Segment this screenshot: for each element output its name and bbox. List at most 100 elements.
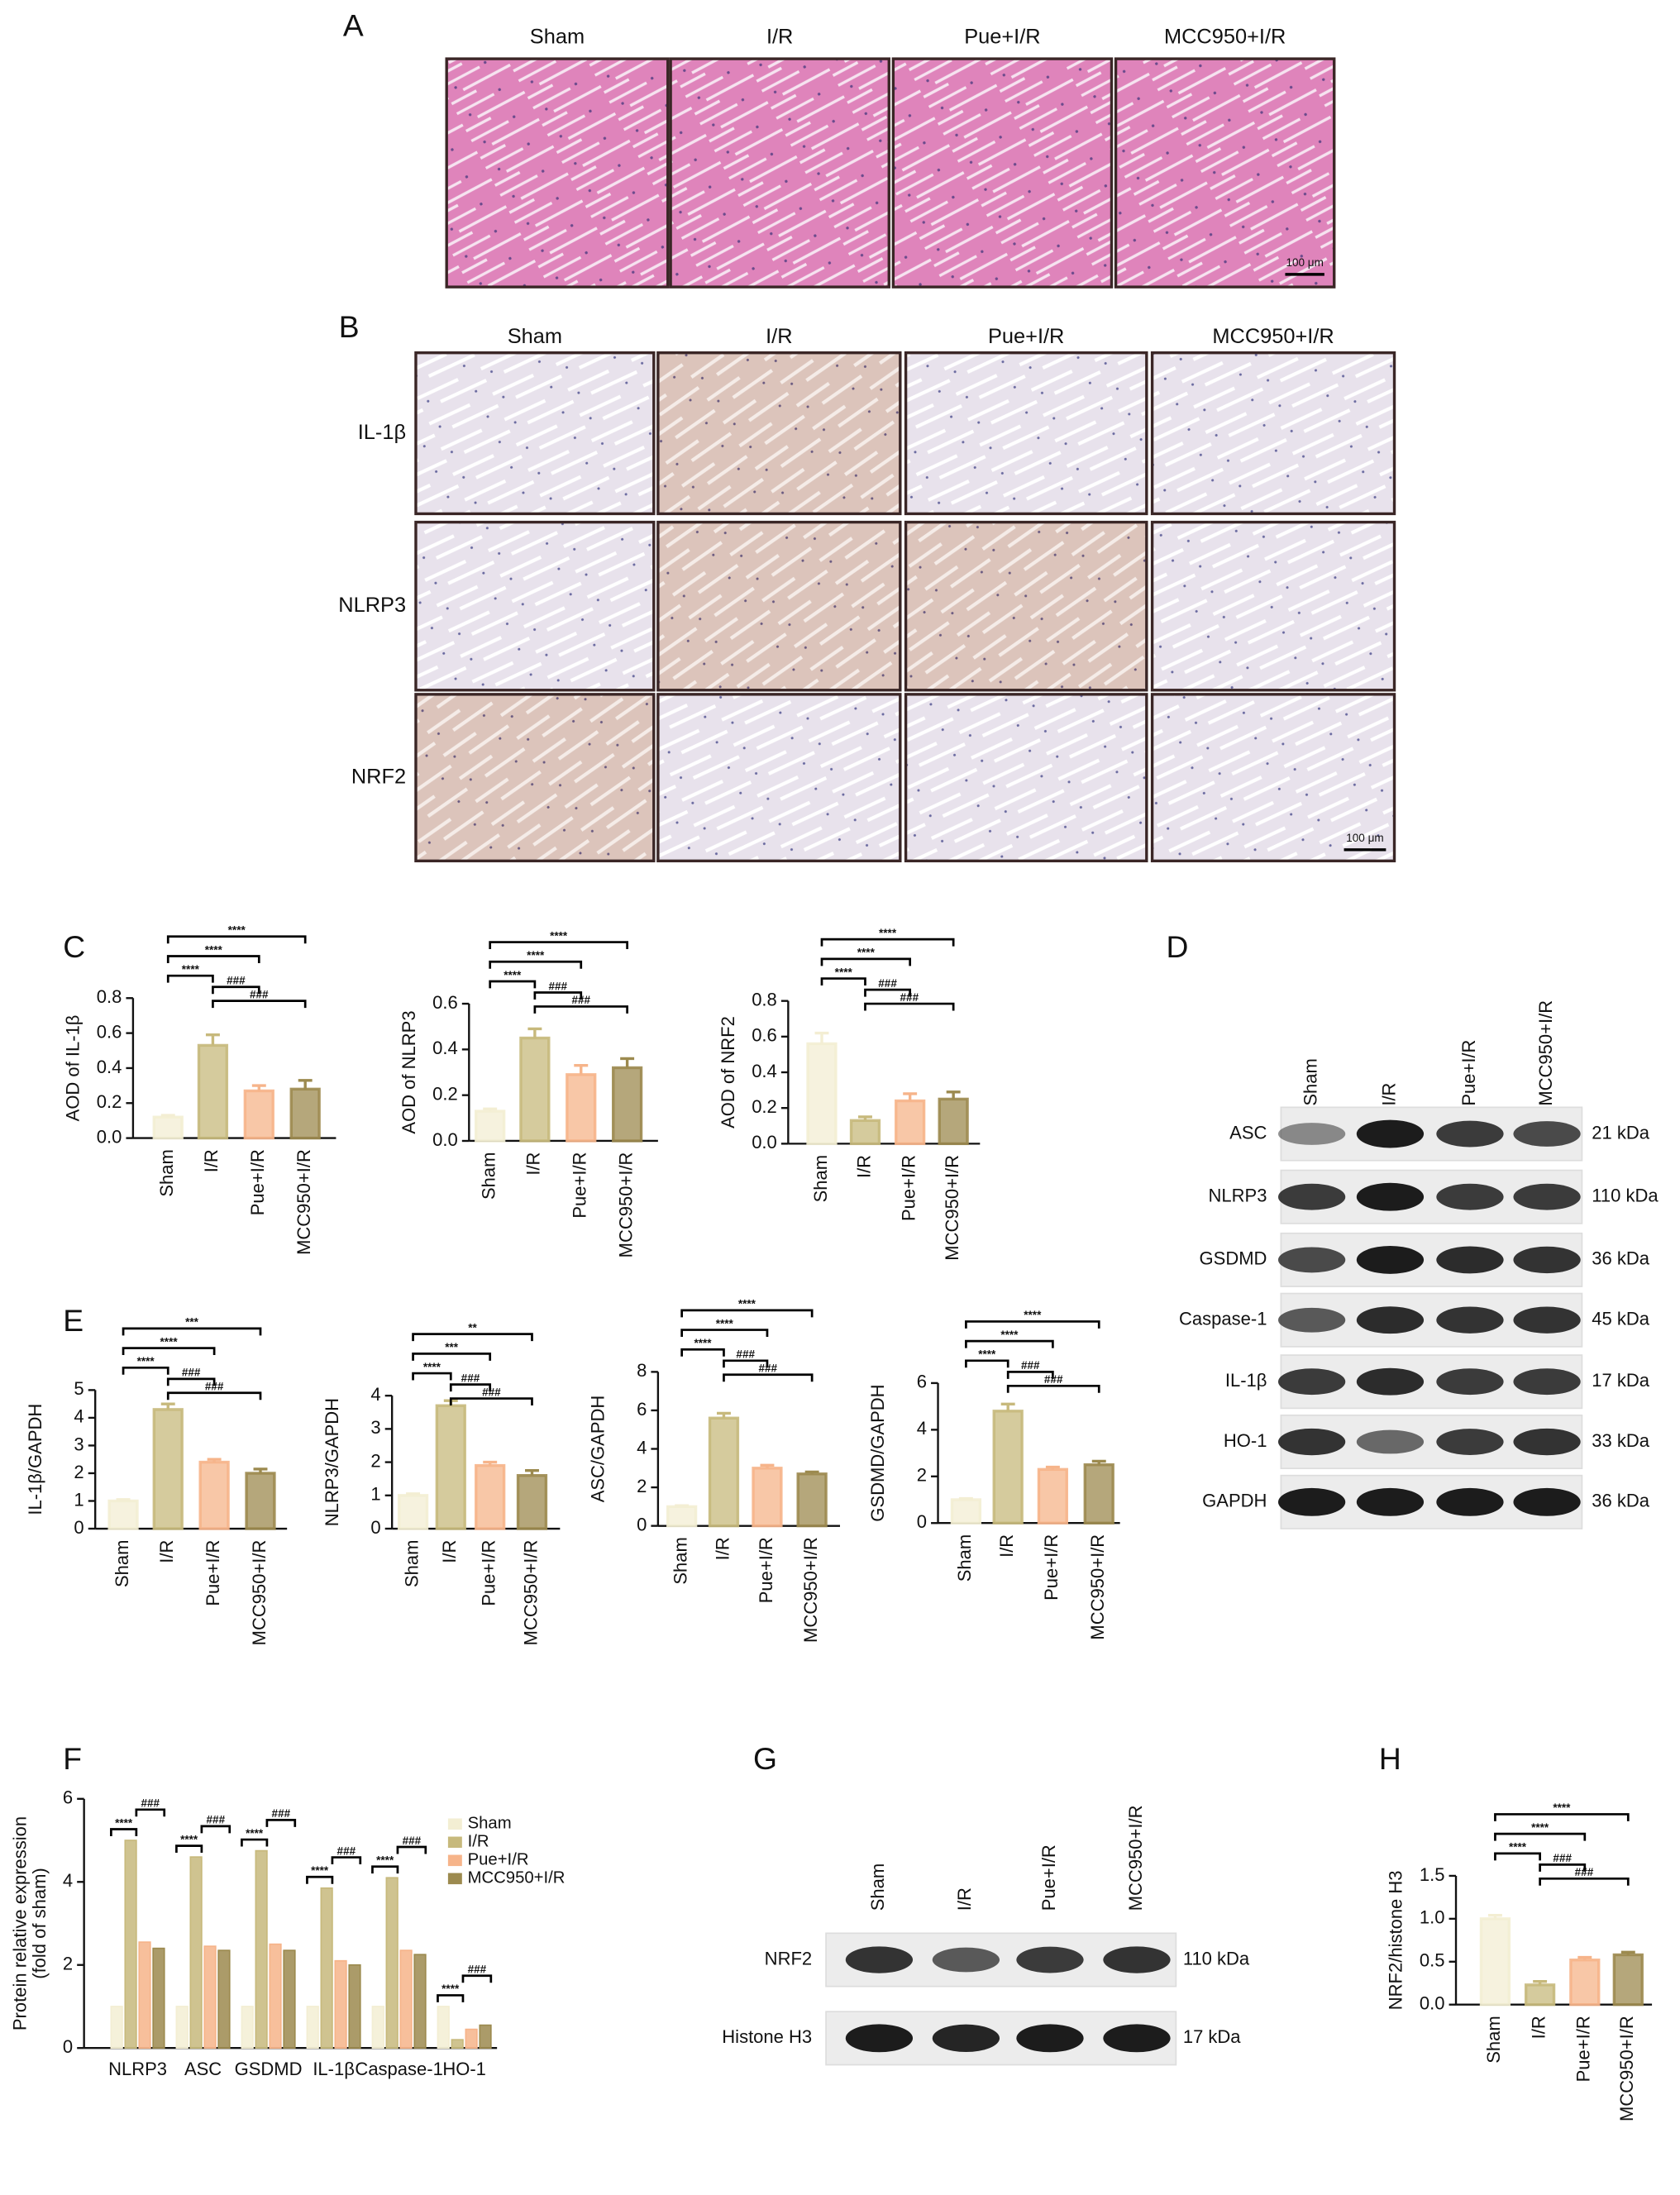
y-axis-label: Protein relative expression: [9, 1816, 30, 2030]
size-label: 21 kDa: [1592, 1122, 1649, 1143]
significance-label: ###: [461, 1372, 480, 1384]
significance-label: ###: [1553, 1852, 1572, 1864]
histology-image: [656, 693, 902, 863]
bar: [152, 1947, 165, 2049]
significance-label: ****: [423, 1361, 441, 1373]
x-tick-label: MCC950+I/R: [520, 1540, 541, 1646]
bar: [241, 2006, 254, 2049]
size-label: 36 kDa: [1592, 1491, 1649, 1511]
bar: [413, 1954, 427, 2049]
significance-bracket: [1006, 1371, 1054, 1379]
x-tick-label: HO-1: [442, 2059, 486, 2079]
x-tick-label: Pue+I/R: [247, 1149, 268, 1215]
significance-bracket: [1539, 1877, 1630, 1886]
error-bar: [814, 1031, 829, 1044]
protein-label: HO-1: [1224, 1430, 1267, 1451]
x-tick-label: I/R: [1528, 2016, 1549, 2039]
row-label: NRF2: [351, 765, 406, 788]
significance-bracket: [166, 1377, 216, 1386]
significance-label: ###: [759, 1362, 778, 1375]
blot-band: [1356, 1182, 1425, 1211]
size-label: 110 kDa: [1592, 1186, 1659, 1206]
bar: [1083, 1463, 1114, 1525]
y-tick-label: 3: [370, 1417, 380, 1438]
significance-label: ****: [376, 1854, 394, 1867]
legend-label: I/R: [468, 1833, 489, 1851]
significance-bracket: [122, 1347, 216, 1356]
y-tick-label: 2: [917, 1465, 927, 1486]
y-axis-label: NRF2/histone H3: [1386, 1870, 1406, 2010]
y-tick-label: 2: [370, 1450, 380, 1471]
error-bar: [406, 1492, 421, 1496]
significance-bracket: [864, 988, 912, 997]
blot-band: [932, 1947, 1000, 1973]
size-label: 36 kDa: [1592, 1248, 1649, 1269]
significance-bracket: [166, 974, 214, 983]
significance-bracket: [1006, 1384, 1100, 1393]
significance-label: ###: [250, 988, 269, 1000]
significance-bracket: [723, 1359, 769, 1368]
significance-label: ###: [207, 1814, 226, 1826]
histology-image: [414, 693, 656, 863]
blot-band: [845, 1946, 914, 1973]
significance-bracket: [166, 935, 307, 944]
lane-label: Pue+I/R: [1038, 1844, 1059, 1911]
significance-bracket: [533, 1005, 628, 1014]
y-tick-label: 0: [917, 1511, 927, 1532]
significance-label: ****: [1553, 1801, 1571, 1814]
significance-bracket: [1539, 1863, 1587, 1872]
significance-bracket: [449, 1397, 533, 1406]
significance-label: ****: [1000, 1329, 1019, 1341]
y-tick-label: 0.2: [752, 1096, 777, 1117]
bar: [435, 1404, 466, 1530]
group-header: MCC950+I/R: [1212, 325, 1334, 348]
histology-image: [904, 351, 1148, 516]
lane-label: Pue+I/R: [1458, 1040, 1479, 1106]
x-tick-label: Pue+I/R: [570, 1152, 590, 1219]
blot-band: [1513, 1368, 1581, 1396]
y-axis-label: GSDMD/GAPDH: [867, 1384, 888, 1521]
size-label: 17 kDa: [1183, 2026, 1241, 2047]
significance-label: ###: [1021, 1359, 1040, 1372]
significance-bracket: [412, 1353, 492, 1361]
y-tick-label: 0.0: [752, 1132, 777, 1152]
significance-bracket: [166, 955, 260, 963]
bar: [189, 1856, 203, 2049]
blot-band: [1436, 1306, 1504, 1334]
y-tick-label: 4: [917, 1418, 927, 1439]
x-tick-label: I/R: [156, 1540, 177, 1563]
blot-band: [932, 2024, 1000, 2053]
significance-label: ****: [504, 969, 522, 981]
panel-label: E: [63, 1303, 84, 1338]
histology-image: [1114, 57, 1336, 289]
significance-bracket: [680, 1309, 814, 1318]
significance-bracket: [200, 1825, 231, 1834]
lane-label: MCC950+I/R: [1535, 1000, 1556, 1106]
significance-bracket: [820, 938, 955, 947]
significance-bracket: [371, 1865, 399, 1874]
blot-band: [1513, 1487, 1581, 1516]
y-axis-label: (fold of sham): [29, 1868, 50, 1979]
blot-band: [1356, 1367, 1425, 1396]
significance-label: ###: [1575, 1866, 1594, 1878]
error-bar: [1091, 1459, 1106, 1465]
histology-image: [891, 57, 1114, 289]
blot-band: [1513, 1246, 1581, 1274]
panel-label: D: [1167, 929, 1189, 964]
bar: [152, 1115, 184, 1140]
error-bar: [207, 1458, 222, 1463]
significance-label: ###: [403, 1835, 422, 1847]
significance-bracket: [965, 1339, 1054, 1348]
bar: [708, 1416, 740, 1528]
blot-band: [1356, 1429, 1425, 1454]
panel-label: A: [343, 8, 364, 43]
x-tick-label: MCC950+I/R: [249, 1540, 270, 1646]
x-tick-label: MCC950+I/R: [942, 1155, 962, 1261]
bar: [1612, 1953, 1644, 2007]
significance-label: ###: [878, 977, 897, 990]
histology-image: [1150, 693, 1396, 863]
histology-image: [656, 520, 902, 692]
error-bar: [675, 1504, 690, 1507]
blot-band: [1513, 1183, 1581, 1210]
bar: [217, 1949, 231, 2049]
